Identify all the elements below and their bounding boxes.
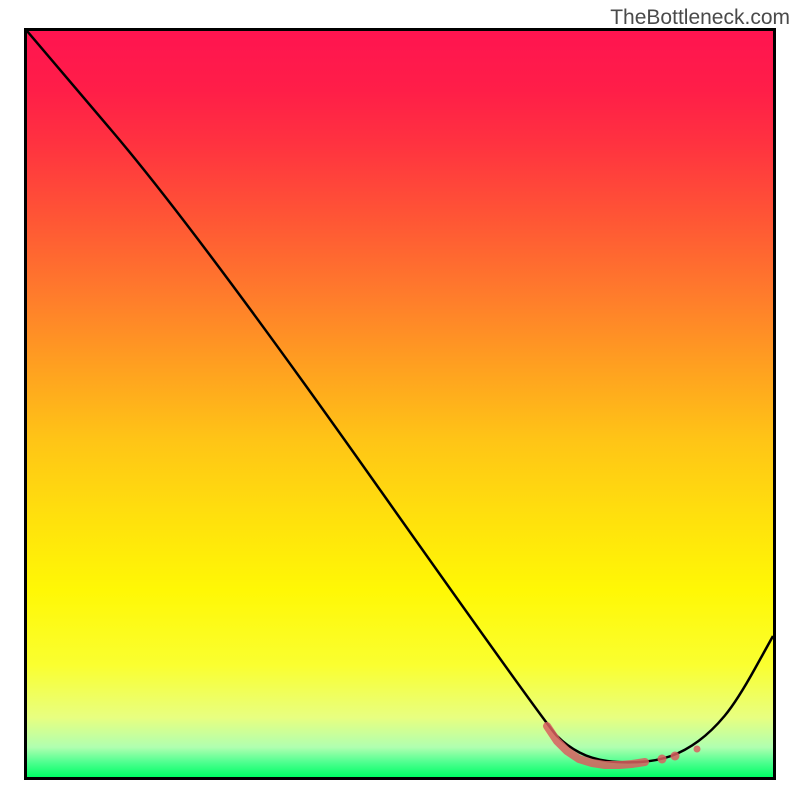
curve-overlay (27, 31, 773, 777)
main-curve-line (27, 31, 773, 762)
chart-area (24, 28, 776, 780)
watermark-text: TheBottleneck.com (610, 6, 790, 30)
marker-dots-group (658, 746, 701, 764)
